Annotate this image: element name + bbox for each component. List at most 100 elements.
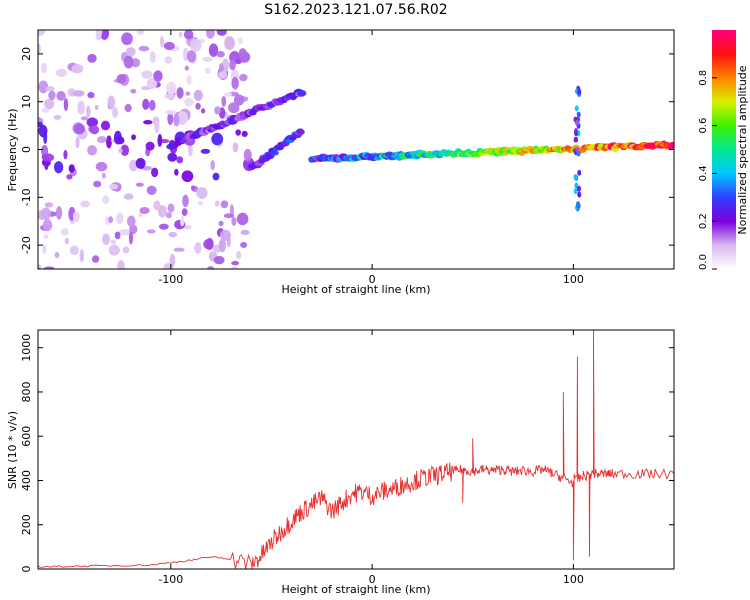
spectrogram-y-ticks: 20 10 0 -10 -20 [20,47,674,254]
heatmap-blob [80,116,89,121]
snr-panel: -100 0 100 0 200 400 600 800 1000 Height of str… [6,329,675,596]
heatmap-blob [123,55,134,69]
heatmap-blob [577,191,582,198]
heatmap-blob [167,152,178,162]
colorbar: 0.0 0.2 0.4 0.6 0.8 Normalized spectral ampl… [698,30,749,270]
colorbar-tick-label: 0.8 [698,70,709,86]
heatmap-blob [231,76,239,90]
heatmap-blob [197,200,204,206]
heatmap-blob [148,99,156,111]
heatmap-blob [63,98,69,112]
heatmap-blob [221,95,227,107]
heatmap-blob [54,251,60,259]
heatmap-blob [211,132,224,146]
heatmap-blob [68,164,75,173]
heatmap-blob [146,77,158,89]
heatmap-blob [116,73,127,84]
heatmap-blob [164,56,172,64]
heatmap-blob [96,136,107,143]
heatmap-blob [576,185,581,192]
heatmap-blob [240,241,248,248]
spectrogram-x-ticks: -100 0 100 [158,30,584,286]
heatmap-blob [187,143,193,157]
heatmap-blob [189,38,202,52]
heatmap-blob [235,251,242,259]
heatmap-blob [115,212,124,225]
heatmap-blob [91,255,100,263]
heatmap-blob [42,244,47,255]
heatmap-blob [577,169,582,176]
heatmap-blob [165,81,177,95]
heatmap-blob [241,130,248,138]
heatmap-blob [208,43,219,58]
heatmap-blob [573,136,578,143]
heatmap-blob [167,203,175,213]
heatmap-blob [118,229,131,236]
heatmap-blob [576,111,581,118]
heatmap-blob [120,144,130,156]
heatmap-blob [238,48,247,59]
heatmap-blob [178,31,183,38]
heatmap-blob [77,100,85,115]
heatmap-blob [159,36,165,48]
heatmap-blob [218,70,227,79]
heatmap-blob [131,134,136,141]
heatmap-blob [64,237,70,245]
heatmap-blob [38,264,42,269]
heatmap-blob [157,133,163,147]
heatmap-blob [110,239,117,245]
heatmap-blob [196,186,208,199]
heatmap-blob [575,201,580,208]
heatmap-blob [573,188,578,195]
heatmap-blob [240,229,250,235]
heatmap-blob [194,242,202,254]
heatmap-blob [239,73,248,82]
heatmap-blob [72,90,85,97]
colorbar-gradient [712,30,736,269]
chart-title: S162.2023.121.07.56.R02 [264,2,447,18]
heatmap-blob [146,185,157,196]
heatmap-blob [100,120,111,131]
heatmap-blob [145,141,155,151]
heatmap-blob [224,36,235,50]
x-tick-label: -100 [158,273,183,286]
heatmap-blob [216,30,227,36]
heatmap-blob [229,59,236,71]
heatmap-blob [42,153,55,162]
heatmap-blob [163,41,175,51]
heatmap-blob [136,30,145,36]
heatmap-blob [153,70,163,82]
heatmap-blob [204,67,211,74]
heatmap-blob [128,231,134,245]
colorbar-tick-label: 0.0 [698,254,709,270]
heatmap-blob [176,156,184,164]
y-tick-label: 10 [20,95,33,109]
heatmap-blob [85,105,91,118]
heatmap-blob [109,184,119,190]
heatmap-blob [43,266,55,269]
y-tick-label: 800 [20,381,33,402]
heatmap-blob [55,68,68,77]
heatmap-blob [670,142,674,148]
heatmap-blob [87,91,95,99]
heatmap-blob [53,161,64,174]
heatmap-blob [60,228,69,236]
heatmap-blob [577,88,582,95]
heatmap-blob [164,93,176,100]
heatmap-blob [123,193,134,200]
y-tick-label: -10 [20,188,33,206]
colorbar-tick-label: 0.2 [698,213,709,229]
heatmap-blob [206,30,215,39]
heatmap-blob [42,218,53,232]
heatmap-blob [575,146,580,153]
heatmap-blob [233,94,245,106]
heatmap-blob [574,105,579,112]
heatmap-blob [146,229,156,234]
heatmap-blob [102,195,110,204]
y-tick-label: -20 [20,236,33,254]
heatmap-blob [43,130,48,144]
heatmap-blob [183,30,194,40]
y-tick-label: 0 [20,146,33,153]
heatmap-blob [38,43,41,55]
